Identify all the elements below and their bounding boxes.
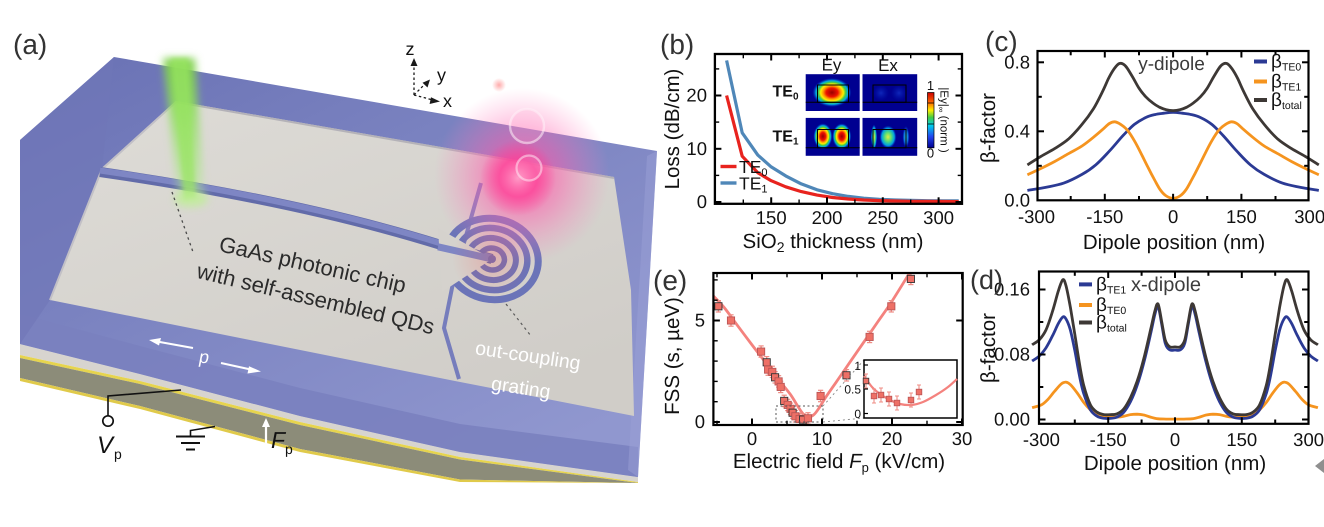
svg-text:(e): (e) <box>653 265 687 296</box>
svg-text:-150: -150 <box>1090 429 1127 450</box>
svg-text:TE1: TE1 <box>739 174 768 196</box>
svg-text:(c): (c) <box>985 26 1018 57</box>
svg-text:0: 0 <box>747 428 757 449</box>
svg-text:150: 150 <box>756 207 787 228</box>
svg-text:Electric field Fp (kV/cm): Electric field Fp (kV/cm) <box>733 450 945 475</box>
svg-text:0: 0 <box>1170 429 1180 450</box>
svg-text:0.00: 0.00 <box>994 409 1030 430</box>
svg-text:0.16: 0.16 <box>994 279 1030 300</box>
svg-text:p: p <box>198 347 209 367</box>
svg-text:10: 10 <box>686 138 707 159</box>
svg-text:0: 0 <box>854 407 861 421</box>
svg-text:SiO2 thickness (nm): SiO2 thickness (nm) <box>743 230 924 255</box>
svg-text:(d): (d) <box>970 265 1003 295</box>
svg-text:0.8: 0.8 <box>1004 52 1030 73</box>
svg-text:V: V <box>97 432 115 459</box>
svg-text:Ex: Ex <box>878 56 898 75</box>
svg-text:0.5: 0.5 <box>844 383 861 397</box>
svg-text:5: 5 <box>695 310 705 331</box>
svg-text:(b): (b) <box>660 29 694 60</box>
svg-text:-150: -150 <box>1086 206 1123 227</box>
svg-text:0: 0 <box>927 146 934 161</box>
svg-text:30: 30 <box>952 428 973 449</box>
svg-text:(a): (a) <box>13 29 47 60</box>
svg-text:p: p <box>114 446 122 462</box>
svg-text:x: x <box>443 91 452 111</box>
svg-text:TE0: TE0 <box>739 157 768 179</box>
svg-text:Dipole position (nm): Dipole position (nm) <box>1083 231 1265 254</box>
svg-text:0: 0 <box>697 191 707 212</box>
svg-text:x-dipole: x-dipole <box>1131 274 1201 296</box>
svg-text:300: 300 <box>1293 429 1324 450</box>
svg-text:-300: -300 <box>1018 206 1055 227</box>
svg-text:β-factor: β-factor <box>977 313 1000 383</box>
svg-text:Loss (dB/cm): Loss (dB/cm) <box>661 69 684 190</box>
svg-text:1: 1 <box>854 359 861 373</box>
svg-text:300: 300 <box>923 207 954 228</box>
svg-text:Dipole position (nm): Dipole position (nm) <box>1084 452 1266 475</box>
svg-text:20: 20 <box>686 85 707 106</box>
svg-text:1: 1 <box>927 78 934 93</box>
svg-text:p: p <box>285 441 293 457</box>
svg-text:0.0: 0.0 <box>1004 190 1030 211</box>
svg-text:-300: -300 <box>1023 429 1060 450</box>
svg-text:0: 0 <box>695 411 705 432</box>
svg-text:TE1: TE1 <box>772 129 798 148</box>
svg-text:y: y <box>437 65 446 85</box>
svg-text:250: 250 <box>867 207 898 228</box>
svg-text:0: 0 <box>1168 206 1178 227</box>
svg-text:FSS (s, µeV): FSS (s, µeV) <box>661 297 684 415</box>
svg-text:Ey: Ey <box>822 56 842 75</box>
svg-text:F: F <box>271 427 287 453</box>
svg-text:y-dipole: y-dipole <box>1138 54 1205 75</box>
svg-text:150: 150 <box>1226 429 1257 450</box>
svg-text:TE0: TE0 <box>772 84 798 103</box>
svg-text:β-factor: β-factor <box>977 93 1000 163</box>
svg-text:0.4: 0.4 <box>1004 121 1030 142</box>
svg-text:200: 200 <box>812 207 843 228</box>
svg-text:150: 150 <box>1226 206 1257 227</box>
svg-text:300: 300 <box>1294 206 1324 227</box>
svg-text:10: 10 <box>812 428 833 449</box>
svg-text:|Ey|∞ (norm ): |Ey|∞ (norm ) <box>937 87 950 153</box>
svg-text:z: z <box>406 39 415 59</box>
svg-text:20: 20 <box>882 428 903 449</box>
svg-text:0.08: 0.08 <box>994 344 1030 365</box>
